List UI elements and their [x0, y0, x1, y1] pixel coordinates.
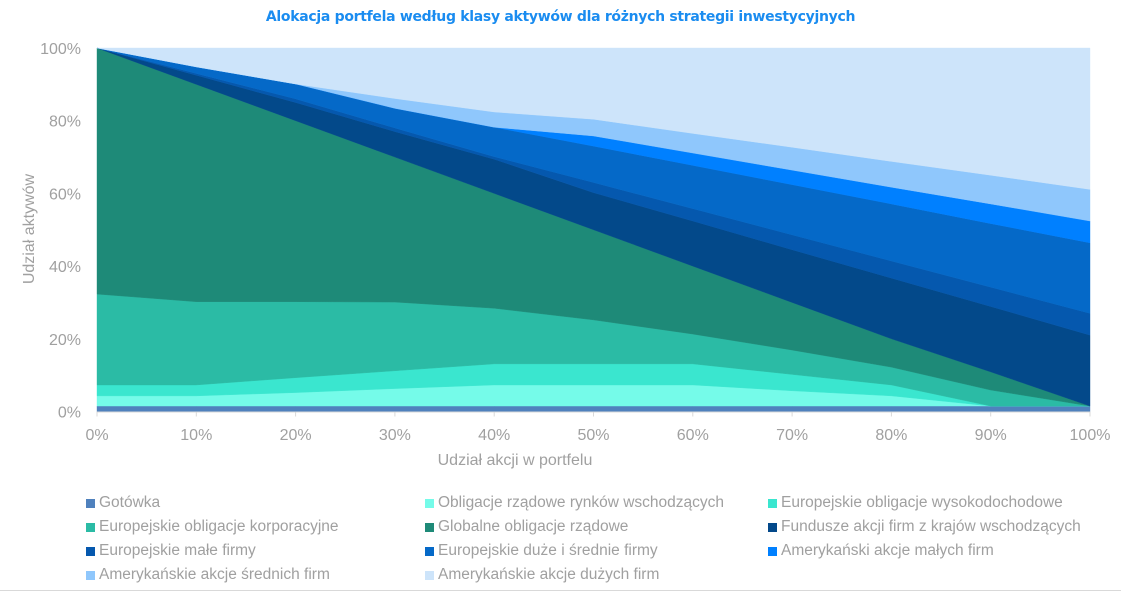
x-tick-label: 30% [379, 427, 411, 444]
legend-label: Europejskie obligacje korporacyjne [99, 518, 339, 535]
y-tick-label: 20% [49, 332, 81, 349]
legend-swatch [425, 570, 434, 580]
legend-label: Europejskie obligacje wysokodochodowe [781, 494, 1063, 511]
legend-item: Fundusze akcji firm z krajów wschodzącyc… [768, 518, 1081, 536]
legend-swatch [768, 546, 777, 556]
bottom-divider [0, 590, 1121, 591]
x-tick-label: 90% [975, 427, 1007, 444]
x-tick-label: 100% [1070, 427, 1111, 444]
legend-item: Amerykański akcje małych firm [768, 542, 994, 560]
legend-label: Fundusze akcji firm z krajów wschodzącyc… [781, 518, 1081, 535]
x-tick-label: 70% [776, 427, 808, 444]
legend-item: Amerykańskie akcje średnich firm [86, 566, 330, 584]
y-tick-label: 60% [49, 186, 81, 203]
x-tick-label: 0% [85, 427, 108, 444]
series-areas [96, 47, 1091, 412]
legend-label: Obligacje rządowe rynków wschodzących [438, 494, 725, 511]
y-tick-label: 40% [49, 259, 81, 276]
y-axis-title: Udział aktywów [21, 173, 38, 285]
legend-item: Europejskie obligacje wysokodochodowe [768, 494, 1063, 512]
legend-item: Europejskie obligacje korporacyjne [86, 518, 339, 536]
y-tick-label: 0% [58, 405, 81, 422]
area-series-0 [96, 405, 1091, 412]
legend-item: Amerykańskie akcje dużych firm [425, 566, 659, 584]
legend-swatch [768, 498, 777, 508]
legend-item: Gotówka [86, 494, 160, 512]
legend-label: Globalne obligacje rządowe [438, 518, 629, 535]
legend-item: Europejskie duże i średnie firmy [425, 542, 658, 560]
legend-label: Amerykańskie akcje średnich firm [99, 566, 330, 583]
x-tick-label: 40% [478, 427, 510, 444]
y-tick-label: 80% [49, 114, 81, 131]
y-tick-label: 100% [40, 41, 81, 58]
legend-label: Amerykańskie akcje dużych firm [438, 566, 660, 583]
legend-swatch [425, 498, 434, 508]
legend-swatch [86, 498, 95, 508]
legend-item: Europejskie małe firmy [86, 542, 256, 560]
x-tick-label: 50% [577, 427, 609, 444]
axes: 0% 10% 20% 30% 40% 50% 60% 70% 80% 90% 100% 0% 20% 40… [40, 41, 1110, 444]
x-tick-label: 60% [677, 427, 709, 444]
legend-label: Europejskie duże i średnie firmy [438, 542, 658, 559]
legend-swatch [768, 522, 777, 532]
x-axis-title: Udział akcji w portfelu [437, 452, 593, 469]
legend-swatch [86, 570, 95, 580]
legend-item: Obligacje rządowe rynków wschodzących [425, 494, 724, 512]
chart-title: Alokacja portfela według klasy aktywów d… [265, 9, 856, 25]
x-tick-label: 10% [180, 427, 212, 444]
legend-label: Europejskie małe firmy [99, 542, 256, 559]
legend-label: Amerykański akcje małych firm [781, 542, 994, 559]
x-tick-label: 80% [875, 427, 907, 444]
area-series-10 [96, 47, 1091, 190]
legend-item: Globalne obligacje rządowe [425, 518, 628, 536]
legend-swatch [86, 546, 95, 556]
legend-label: Gotówka [99, 494, 161, 511]
legend-swatch [425, 546, 434, 556]
x-tick-label: 20% [280, 427, 312, 444]
legend-swatch [425, 522, 434, 532]
legend-swatch [86, 522, 95, 532]
